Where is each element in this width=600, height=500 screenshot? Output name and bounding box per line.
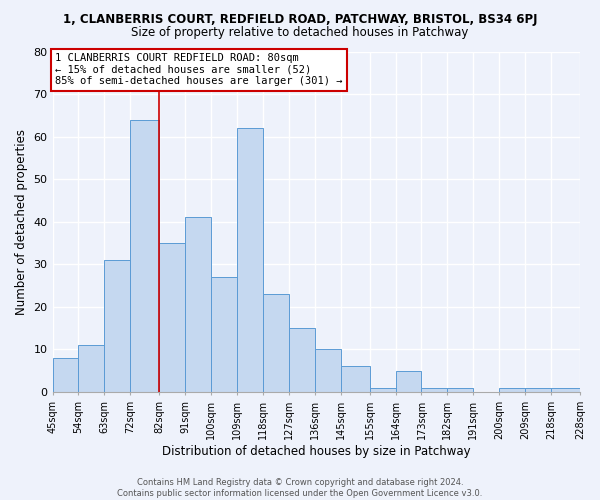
Bar xyxy=(211,277,237,392)
Bar xyxy=(551,388,580,392)
Bar xyxy=(159,243,185,392)
Bar xyxy=(499,388,525,392)
Bar xyxy=(79,345,104,392)
X-axis label: Distribution of detached houses by size in Patchway: Distribution of detached houses by size … xyxy=(162,444,470,458)
Bar xyxy=(315,350,341,392)
Bar xyxy=(448,388,473,392)
Bar xyxy=(104,260,130,392)
Bar xyxy=(525,388,551,392)
Bar xyxy=(370,388,395,392)
Bar xyxy=(53,358,79,392)
Bar xyxy=(341,366,370,392)
Text: 1, CLANBERRIS COURT, REDFIELD ROAD, PATCHWAY, BRISTOL, BS34 6PJ: 1, CLANBERRIS COURT, REDFIELD ROAD, PATC… xyxy=(63,12,537,26)
Bar xyxy=(185,218,211,392)
Bar xyxy=(289,328,315,392)
Text: Size of property relative to detached houses in Patchway: Size of property relative to detached ho… xyxy=(131,26,469,39)
Text: Contains HM Land Registry data © Crown copyright and database right 2024.
Contai: Contains HM Land Registry data © Crown c… xyxy=(118,478,482,498)
Bar xyxy=(263,294,289,392)
Text: 1 CLANBERRIS COURT REDFIELD ROAD: 80sqm
← 15% of detached houses are smaller (52: 1 CLANBERRIS COURT REDFIELD ROAD: 80sqm … xyxy=(55,53,343,86)
Y-axis label: Number of detached properties: Number of detached properties xyxy=(15,128,28,314)
Bar xyxy=(237,128,263,392)
Bar xyxy=(395,370,421,392)
Bar xyxy=(130,120,159,392)
Bar xyxy=(421,388,448,392)
